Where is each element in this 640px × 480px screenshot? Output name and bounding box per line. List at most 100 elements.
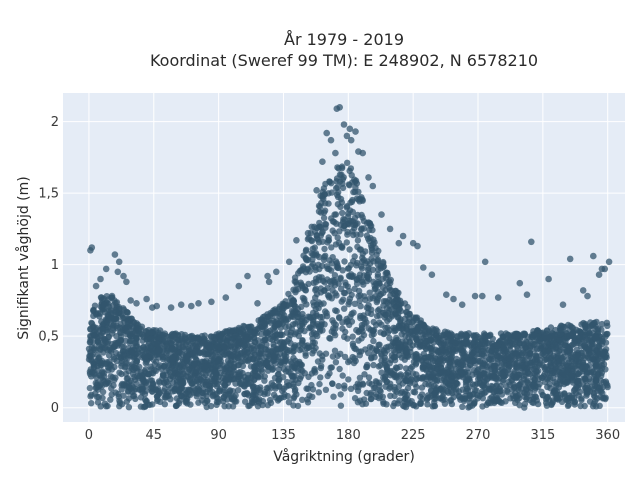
data-point [191,360,198,368]
data-point [571,360,578,367]
data-point [120,272,127,280]
data-point [428,271,436,279]
data-point [239,358,246,365]
y-tick-label: 0 [51,401,59,416]
data-point [275,376,282,384]
data-point [128,315,135,322]
data-point [188,302,195,310]
data-point [265,278,273,286]
data-point [586,398,594,405]
data-point [346,246,353,253]
data-point [475,344,482,351]
data-point [563,361,570,369]
data-point [99,388,107,396]
data-point [317,326,324,333]
data-point [438,369,446,376]
data-point [226,366,234,373]
data-point [420,350,428,358]
data-point [588,340,595,348]
data-point [599,350,606,357]
data-point [541,378,549,386]
data-point [203,397,210,405]
data-point [153,302,160,310]
data-point [309,245,316,252]
data-point [523,291,531,299]
data-point [557,374,565,381]
data-point [303,246,310,253]
data-point [363,219,371,227]
data-point [224,334,232,341]
data-point [576,388,584,396]
data-point [529,399,536,406]
data-point [550,375,557,382]
data-point [291,365,298,372]
data-point [516,279,524,287]
data-point [382,312,390,319]
data-point [175,362,182,370]
data-point [395,239,403,247]
data-point [271,328,279,335]
data-point [280,301,288,308]
data-point [324,372,331,380]
data-point [377,329,384,336]
data-point [130,363,137,371]
data-point [527,339,534,346]
data-point [291,278,298,285]
data-point [314,320,321,328]
data-point [502,398,509,405]
data-point [112,389,119,396]
data-point [423,375,430,383]
data-point [359,149,367,157]
data-point [521,330,528,338]
data-point [202,357,210,364]
data-point [598,320,606,328]
data-point [417,393,424,400]
data-point [236,380,244,388]
data-point [530,365,538,372]
data-point [366,343,374,351]
data-point [299,396,306,403]
data-point [575,370,582,378]
data-point [97,275,104,283]
data-point [478,390,485,398]
data-point [251,329,258,336]
data-point [407,323,414,331]
data-point [156,331,164,338]
data-point [354,243,361,250]
data-point [299,320,306,328]
data-point [265,347,272,354]
data-point [316,380,323,388]
data-point [121,315,128,322]
data-point [546,350,554,358]
data-point [176,371,184,378]
data-point [276,313,283,320]
data-point [339,244,346,251]
data-point [380,398,387,406]
data-point [344,159,351,166]
data-point [96,313,103,320]
data-point [592,377,600,384]
data-point [323,313,331,320]
data-point [334,201,342,208]
data-point [311,251,318,258]
data-point [428,381,435,389]
data-point [309,309,317,317]
data-point [147,377,154,384]
data-point [393,295,401,303]
data-point [339,372,346,379]
data-point [146,352,154,359]
data-point [583,370,590,378]
data-point [329,353,337,360]
data-point [533,345,541,352]
data-point [394,400,401,407]
data-point [368,332,375,339]
data-point [141,351,148,358]
data-point [415,355,423,362]
data-point [505,331,512,339]
data-point [145,370,152,378]
data-point [458,301,466,309]
data-point [453,355,460,363]
data-point [309,260,317,268]
data-point [456,393,463,401]
